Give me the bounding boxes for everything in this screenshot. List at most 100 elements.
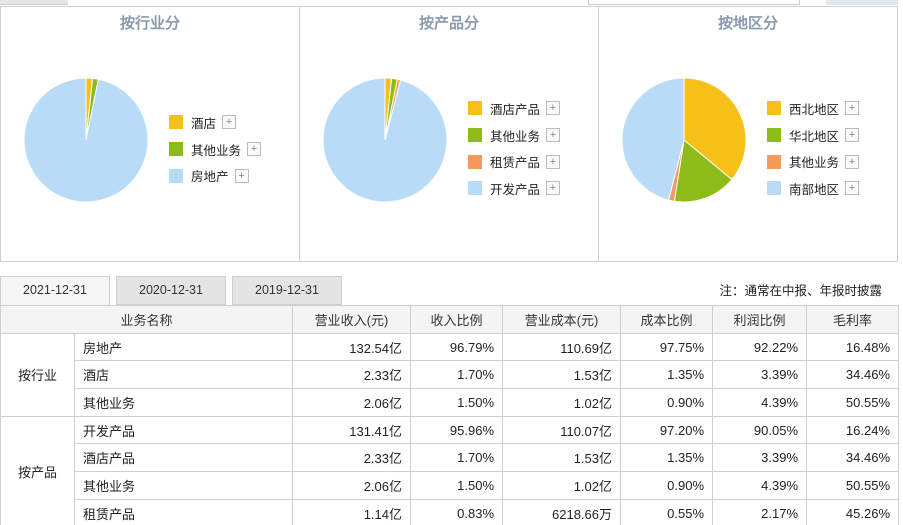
top-tab-stub[interactable]	[0, 0, 68, 5]
legend-label: 西北地区	[789, 102, 840, 117]
expand-plus-icon[interactable]: +	[845, 128, 860, 143]
value-cell: 1.02亿	[502, 471, 622, 500]
expand-plus-icon[interactable]: +	[845, 154, 860, 169]
value-cell: 34.46%	[806, 360, 900, 390]
legend-swatch	[767, 181, 781, 196]
value-cell: 131.41亿	[292, 415, 412, 445]
value-cell: 132.54亿	[292, 332, 412, 362]
legend-label: 其他业务	[789, 156, 840, 171]
pie-slice-4[interactable]	[621, 77, 685, 201]
legend-item: 其他业务 +	[169, 136, 262, 163]
pie-slice-4[interactable]	[322, 77, 448, 203]
legend-product: 酒店产品 + 其他业务 + 租赁产品 + 开发产品 +	[468, 95, 561, 202]
chart-title: 按产品分	[418, 15, 479, 32]
value-cell: 1.53亿	[502, 443, 622, 473]
pie-slice-2[interactable]	[673, 139, 733, 203]
pie-slice-3[interactable]	[23, 77, 149, 203]
expand-plus-icon[interactable]: +	[546, 181, 561, 196]
group-label: 按产品	[0, 415, 75, 525]
table-header-row: 业务名称 营业收入(元) 收入比例 营业成本(元) 成本比例 利润比例 毛利率	[0, 305, 900, 334]
chart-title: 按行业分	[119, 15, 180, 32]
value-cell: 50.55%	[806, 471, 900, 500]
legend-item: 其他业务 +	[468, 122, 561, 149]
legend-item: 其他业务 +	[767, 148, 860, 175]
legend-item: 开发产品 +	[468, 175, 561, 202]
pie-charts-row: 按行业分 酒店 + 其他业务 + 房地产 + 按产品分 酒店产品 + 其他业务 + 租赁产…	[0, 6, 898, 262]
expand-plus-icon[interactable]: +	[546, 154, 561, 169]
business-name-cell: 房地产	[73, 332, 294, 362]
pie-chart-industry	[23, 77, 149, 203]
table-row: 按行业 房地产 132.54亿 96.79% 110.69亿 97.75% 92.22% 16…	[0, 332, 900, 417]
chart-panel-region: 按地区分 西北地区 + 华北地区 + 其他业务 + 南部地区 +	[599, 7, 897, 261]
tab-2021-12-31[interactable]: 2021-12-31	[0, 276, 110, 306]
legend-label: 其他业务	[490, 129, 541, 144]
value-cell: 0.55%	[620, 498, 714, 525]
value-cell: 92.22%	[712, 332, 808, 362]
header-cost: 营业成本(元)	[502, 305, 622, 334]
header-business-name: 业务名称	[0, 305, 294, 334]
value-cell: 16.48%	[806, 332, 900, 362]
value-cell: 0.90%	[620, 471, 714, 500]
legend-label: 开发产品	[490, 182, 541, 197]
value-cell: 0.83%	[410, 498, 504, 525]
legend-label: 租赁产品	[490, 156, 541, 171]
value-cell: 1.35%	[620, 443, 714, 473]
header-revenue: 营业收入(元)	[292, 305, 412, 334]
legend-swatch	[169, 168, 183, 183]
value-cell: 16.24%	[806, 415, 900, 445]
header-cost-ratio: 成本比例	[620, 305, 714, 334]
header-revenue-ratio: 收入比例	[410, 305, 504, 334]
legend-swatch	[767, 128, 781, 143]
search-button-stub[interactable]	[826, 0, 898, 5]
legend-label: 酒店产品	[490, 102, 541, 117]
legend-item: 酒店 +	[169, 109, 261, 136]
legend-swatch	[169, 142, 183, 157]
value-cell: 0.90%	[620, 388, 714, 417]
value-cell: 95.96%	[410, 415, 504, 445]
legend-label: 其他业务	[191, 143, 242, 158]
legend-item: 南部地区 +	[767, 175, 860, 202]
value-cell: 2.06亿	[292, 471, 412, 500]
pie-chart-product	[322, 77, 448, 203]
business-name-cell: 其他业务	[73, 388, 294, 417]
value-cell: 3.39%	[712, 360, 808, 390]
period-tabs: 2021-12-31 2020-12-31 2019-12-31 注：通常在中报…	[0, 276, 898, 306]
search-input-stub[interactable]	[588, 0, 800, 5]
value-cell: 45.26%	[806, 498, 900, 525]
expand-plus-icon[interactable]: +	[845, 181, 860, 196]
legend-swatch	[169, 115, 183, 130]
value-cell: 2.06亿	[292, 388, 412, 417]
value-cell: 1.35%	[620, 360, 714, 390]
value-cell: 110.07亿	[502, 415, 622, 445]
business-name-cell: 开发产品	[73, 415, 294, 445]
table-row: 按产品 开发产品 131.41亿 95.96% 110.07亿 97.20% 90.05% 1…	[0, 415, 900, 525]
value-cell: 1.50%	[410, 471, 504, 500]
legend-item: 酒店产品 +	[468, 95, 561, 122]
business-name-cell: 租赁产品	[73, 498, 294, 525]
business-name-cell: 酒店产品	[73, 443, 294, 473]
header-gross-margin: 毛利率	[806, 305, 900, 334]
value-cell: 1.50%	[410, 388, 504, 417]
value-cell: 110.69亿	[502, 332, 622, 362]
expand-plus-icon[interactable]: +	[546, 128, 561, 143]
expand-plus-icon[interactable]: +	[247, 142, 262, 157]
table-row: 酒店产品 2.33亿 1.70% 1.53亿 1.35% 3.39% 34.46%	[1, 443, 900, 473]
legend-label: 房地产	[191, 170, 229, 185]
value-cell: 2.33亿	[292, 443, 412, 473]
table-row: 酒店 2.33亿 1.70% 1.53亿 1.35% 3.39% 34.46%	[1, 360, 900, 390]
expand-plus-icon[interactable]: +	[222, 115, 237, 130]
expand-plus-icon[interactable]: +	[546, 101, 561, 116]
tab-2020-12-31[interactable]: 2020-12-31	[116, 276, 226, 305]
expand-plus-icon[interactable]: +	[234, 168, 249, 183]
legend-swatch	[468, 181, 482, 196]
value-cell: 1.02亿	[502, 388, 622, 417]
business-name-cell: 酒店	[73, 360, 294, 390]
table-row: 其他业务 2.06亿 1.50% 1.02亿 0.90% 4.39% 50.55%	[1, 388, 900, 417]
legend-industry: 酒店 + 其他业务 + 房地产 +	[169, 109, 262, 189]
table-row: 其他业务 2.06亿 1.50% 1.02亿 0.90% 4.39% 50.55%	[1, 471, 900, 500]
pie-slice-1[interactable]	[683, 77, 747, 181]
legend-region: 西北地区 + 华北地区 + 其他业务 + 南部地区 +	[767, 95, 860, 202]
chart-panel-product: 按产品分 酒店产品 + 其他业务 + 租赁产品 + 开发产品 +	[300, 7, 599, 261]
tab-2019-12-31[interactable]: 2019-12-31	[232, 276, 342, 305]
expand-plus-icon[interactable]: +	[845, 101, 860, 116]
